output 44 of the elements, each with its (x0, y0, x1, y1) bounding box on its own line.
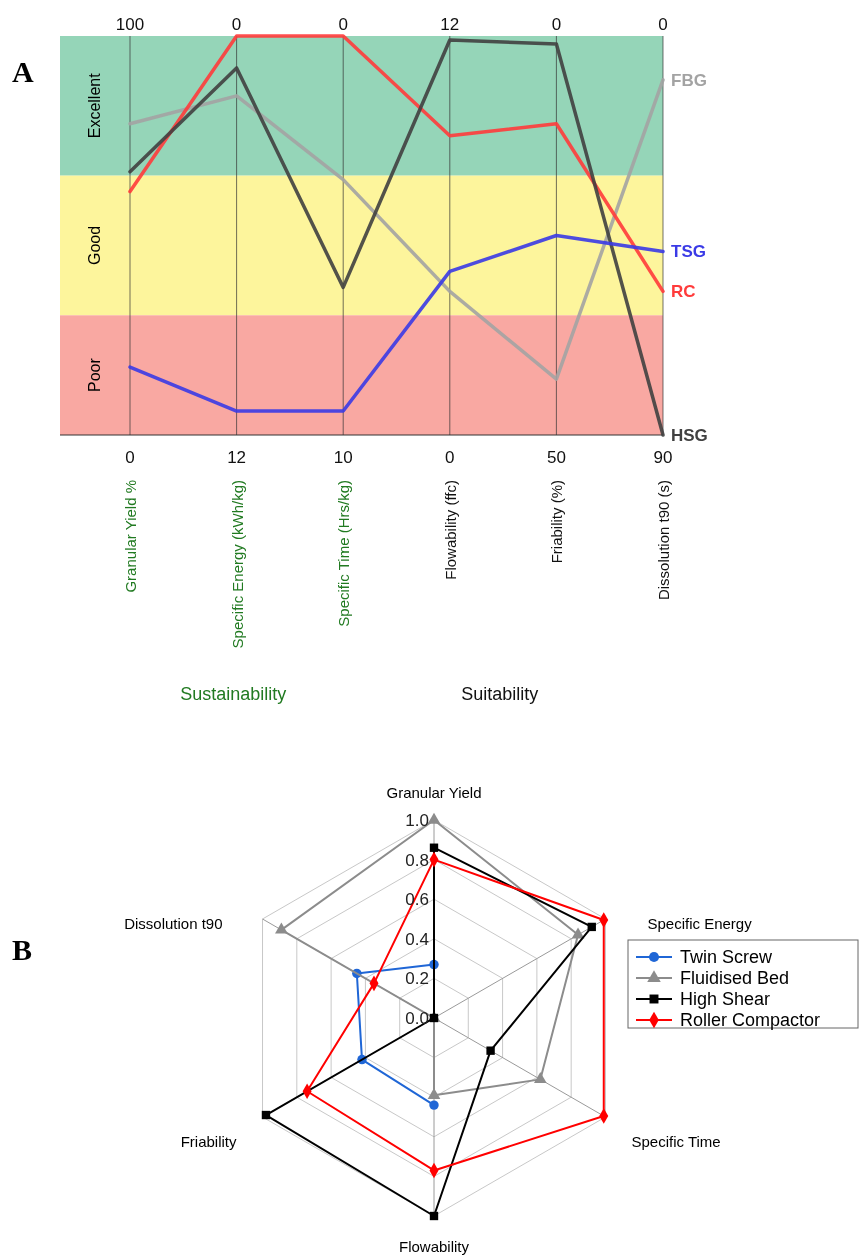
band-label: Good (86, 225, 103, 266)
annotation: 12 (440, 15, 460, 34)
spoke-label: Friability (180, 1133, 238, 1150)
annotation: 0 (338, 15, 348, 34)
annotation: 0 (551, 15, 562, 34)
annotation: 50 (546, 448, 566, 467)
text: A (12, 55, 34, 88)
spoke-label: Flowability (398, 1238, 470, 1255)
text: B (12, 933, 33, 966)
annotation: 0 (125, 448, 135, 467)
y-tick-label: 0.2 (405, 969, 429, 989)
annotation: 100 (115, 15, 145, 34)
band-label: Excellent (86, 72, 103, 139)
x-tick-label: Dissolution t90 (s) (655, 480, 672, 601)
x-tick-label: Granular Yield % (122, 480, 139, 593)
x-tick-label: Specific Energy (kWh/kg) (228, 480, 246, 649)
legend-label: High Shear (680, 989, 771, 1009)
y-tick-label: 0.4 (405, 929, 429, 949)
legend-label: Fluidised Bed (680, 968, 790, 988)
band-label: Poor (86, 357, 103, 393)
text: Sustainability (180, 684, 287, 704)
x-tick-label: Specific Time (Hrs/kg) (335, 480, 353, 627)
annotation: 12 (227, 448, 247, 467)
legend-label: Roller Compactor (680, 1010, 821, 1030)
spoke-label: Specific Time (631, 1133, 721, 1150)
series-label: FBG (671, 70, 707, 90)
x-tick-label: Flowability (ffc) (441, 480, 459, 580)
x-tick-label: Friability (%) (548, 480, 566, 564)
spoke-label: Dissolution t90 (124, 915, 223, 932)
y-tick-label: 0.0 (405, 1009, 429, 1028)
annotation: 0 (445, 448, 455, 467)
text: Suitability (461, 684, 539, 704)
series-label: TSG (671, 242, 706, 262)
y-tick-label: 1.0 (405, 811, 429, 830)
series-label: HSG (671, 426, 708, 445)
y-tick-label: 0.8 (405, 850, 429, 870)
series-label: RC (671, 282, 696, 302)
annotation: 0 (658, 15, 668, 34)
annotation: 0 (231, 15, 242, 34)
legend-label: Twin Screw (680, 947, 774, 967)
annotation: 90 (653, 448, 673, 467)
annotation: 10 (333, 448, 353, 467)
spoke-label: Specific Energy (647, 915, 753, 932)
spoke-label: Granular Yield (386, 784, 482, 801)
